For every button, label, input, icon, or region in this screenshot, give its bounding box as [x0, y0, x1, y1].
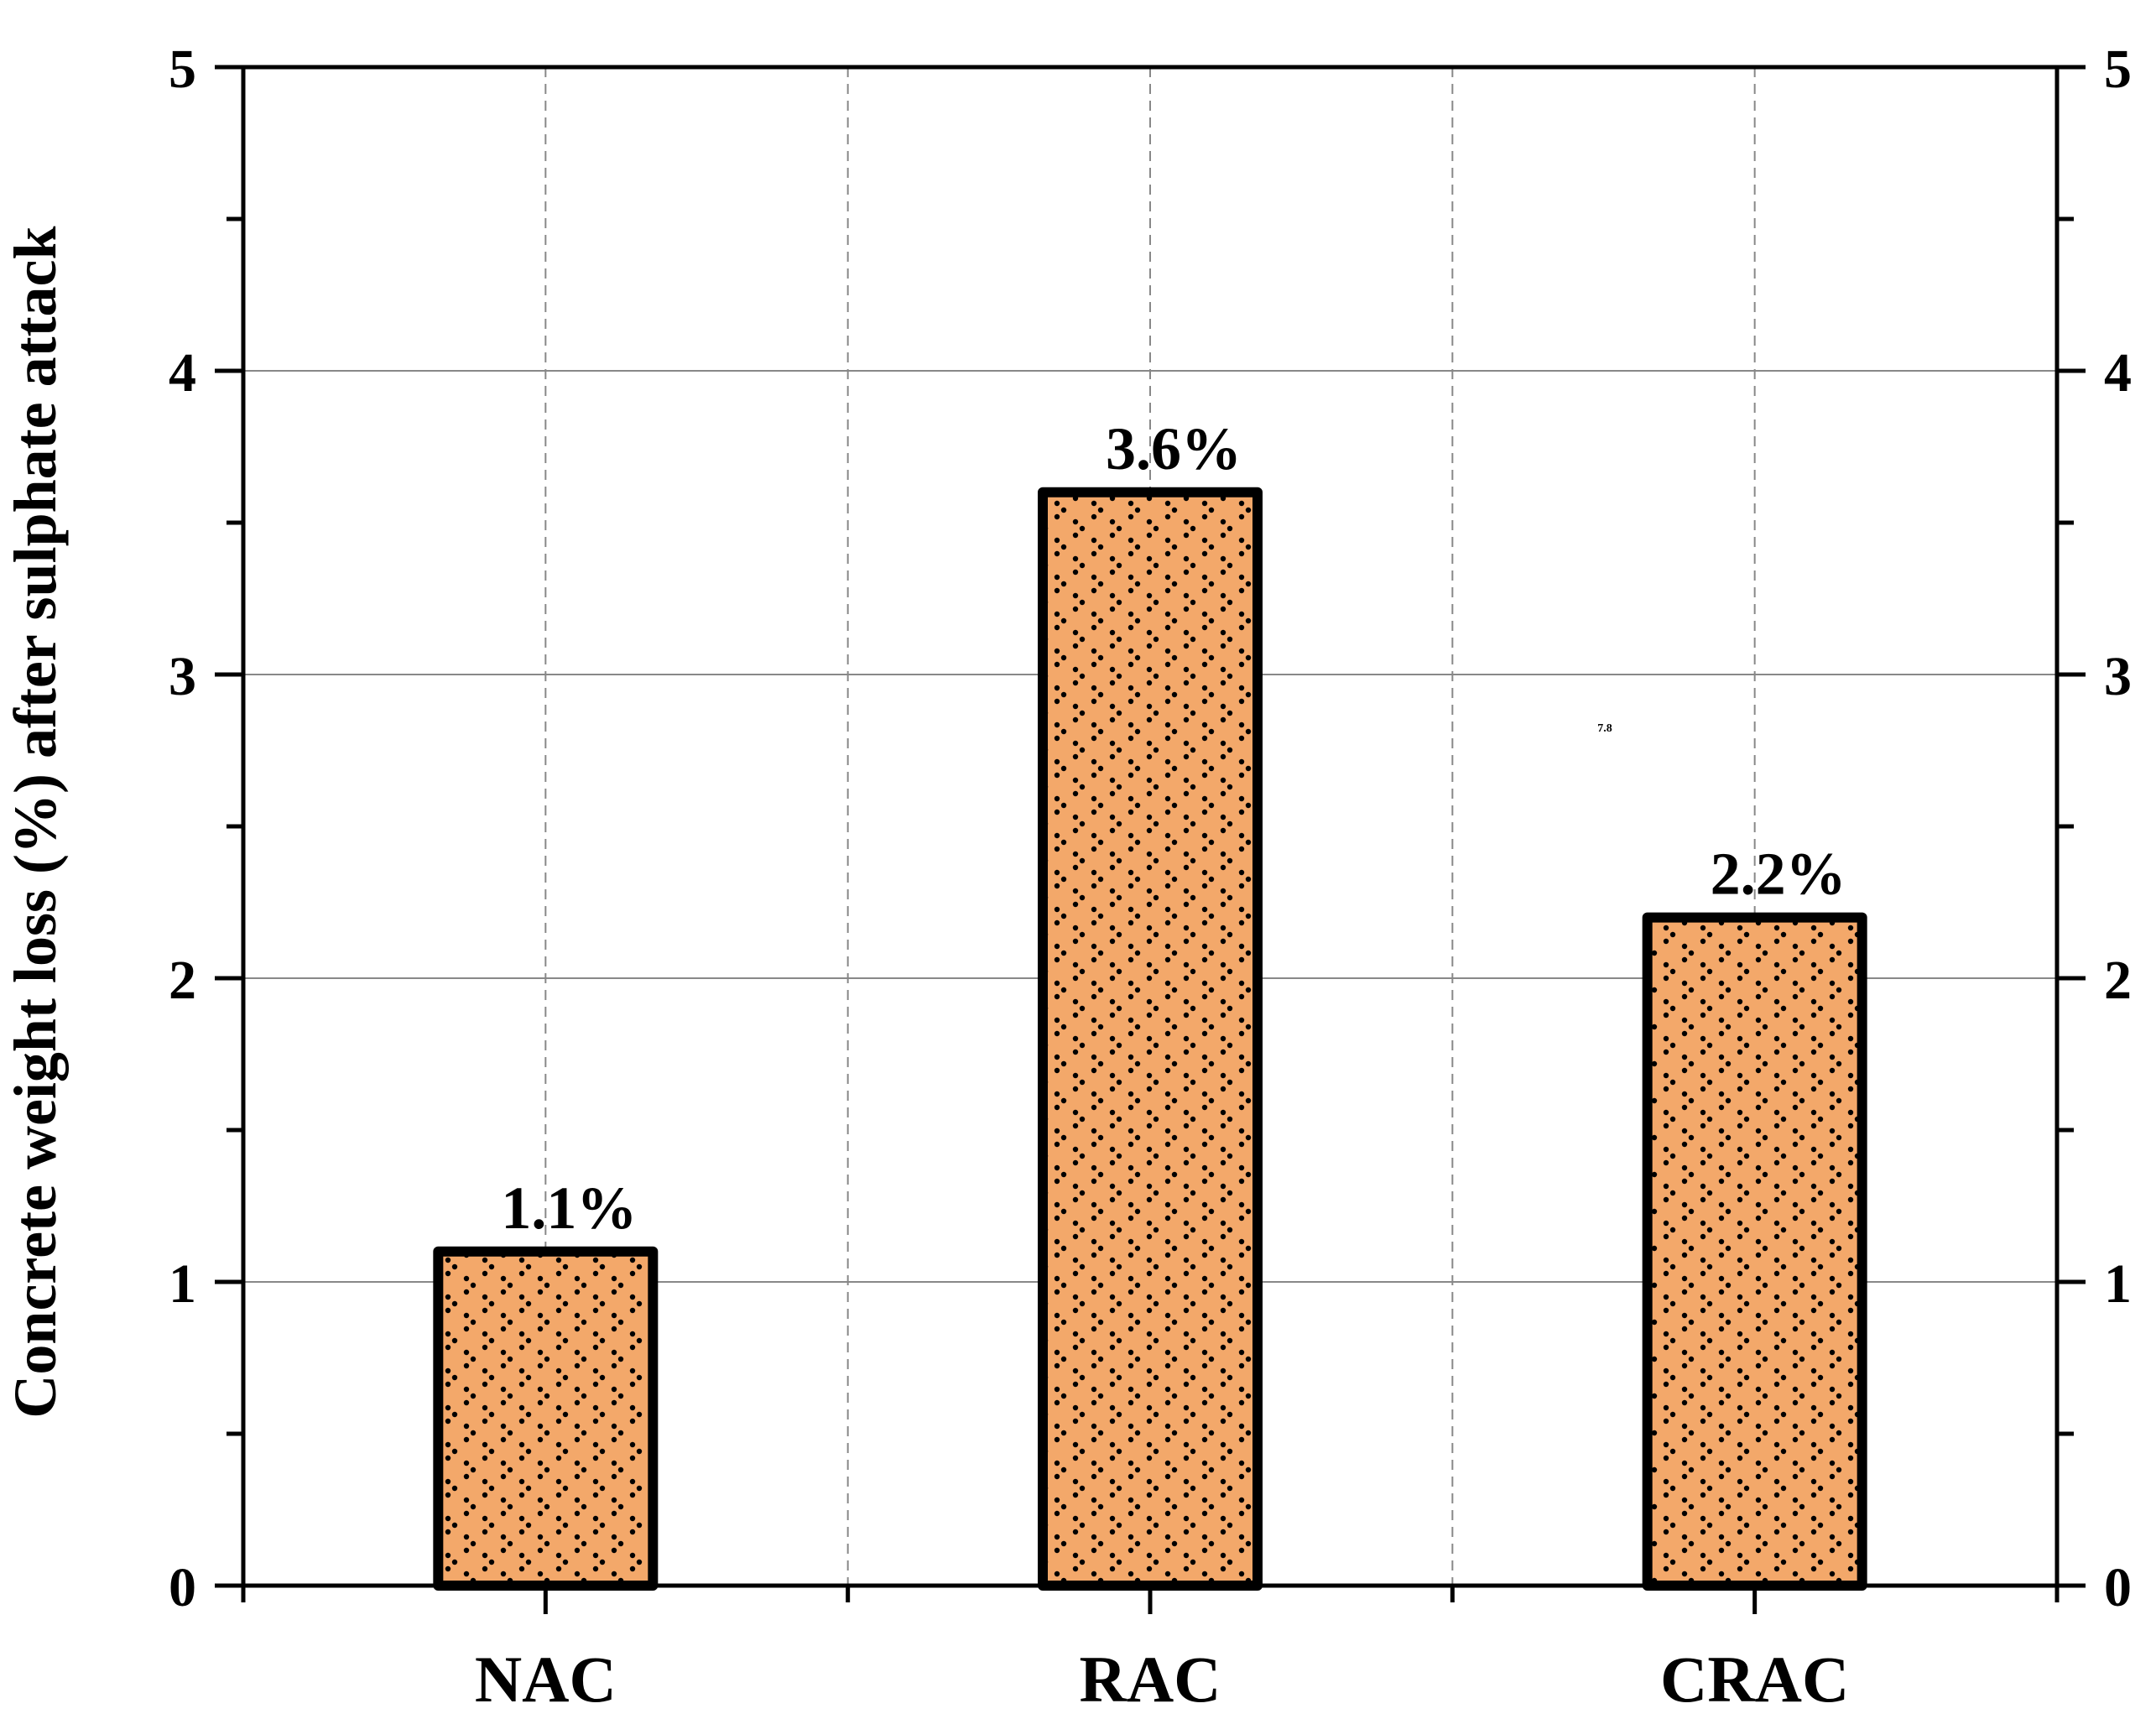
bar-rac [1038, 487, 1263, 1591]
x-tick-label-crac: CRAC [1660, 1643, 1849, 1715]
data-label-rac: 3.6% [1106, 415, 1242, 482]
stray-text: 7.8 [1597, 722, 1612, 735]
y-axis-title: Concrete weight loss (%) after sulphate … [2, 226, 69, 1418]
y-tick-label-right: 2 [2104, 950, 2132, 1011]
y-tick-label-left: 4 [169, 342, 196, 404]
y-tick-label-left: 0 [169, 1557, 196, 1618]
bars [433, 487, 1867, 1591]
y-tick-label-left: 5 [169, 39, 196, 100]
labels: 0 0 1 1 2 2 3 3 4 4 5 5 NAC RAC CRAC 1.1% 3.6% 2.2% [169, 39, 2132, 1716]
y-tick-label-right: 1 [2104, 1253, 2132, 1315]
y-tick-label-left: 2 [169, 950, 196, 1011]
y-tick-label-right: 4 [2104, 342, 2132, 404]
bar-crac [1642, 912, 1867, 1591]
y-tick-label-left: 3 [169, 646, 196, 707]
y-tick-label-left: 1 [169, 1253, 196, 1315]
axes [215, 65, 2086, 1614]
data-label-crac: 2.2% [1711, 841, 1846, 908]
y-tick-label-right: 3 [2104, 646, 2132, 707]
x-tick-label-nac: NAC [475, 1643, 617, 1715]
y-tick-label-right: 0 [2104, 1557, 2132, 1618]
data-label-nac: 1.1% [501, 1175, 637, 1242]
y-tick-label-right: 5 [2104, 39, 2132, 100]
bar-nac [433, 1246, 659, 1591]
x-tick-label-rac: RAC [1080, 1643, 1221, 1715]
